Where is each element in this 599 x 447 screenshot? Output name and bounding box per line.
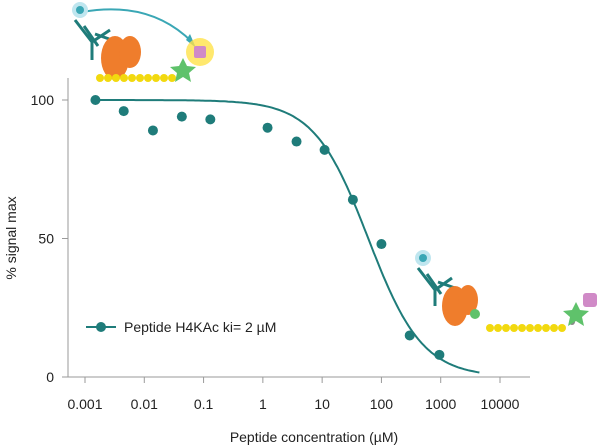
data-point [376,239,387,250]
legend-marker [96,322,106,332]
data-point [347,194,358,205]
points-layer [90,95,445,360]
peptide-icon [470,309,480,319]
legend-label: Peptide H4KAc ki= 2 µM [124,319,276,335]
x-tick-label: 1 [259,396,267,412]
antibody-icon [73,19,113,60]
x-tick-label: 10 [314,396,330,412]
x-ticks: 0.001 0.01 0.1 1 10 100 1000 10000 [67,377,520,412]
data-point [90,95,101,105]
assay-illustration-top [72,2,214,82]
y-tick-label: 0 [46,369,54,385]
data-point [319,144,330,155]
fit-layer [95,99,480,374]
x-tick-label: 1000 [425,396,456,412]
x-tick-label: 100 [370,396,394,412]
x-tick-label: 0.001 [67,396,102,412]
legend: Peptide H4KAc ki= 2 µM [86,319,276,335]
data-point [291,136,302,147]
y-tick-label: 50 [38,231,54,247]
y-ticks: 0 50 100 [31,92,68,385]
x-tick-label: 10000 [481,396,520,412]
data-point [205,114,216,125]
data-point [404,330,415,341]
fit-curve [95,99,480,374]
y-axis-title: % signal max [3,196,19,279]
y-tick-label: 100 [31,92,55,108]
histone-chain-icon-2 [486,319,575,332]
data-point [118,106,129,117]
data-point [434,349,445,360]
star-icon [563,302,589,326]
x-axis-title: Peptide concentration (µM) [230,429,398,445]
data-point [147,125,158,136]
antibody-icon [416,267,456,306]
data-point [176,111,187,122]
acceptor-bead-icon [583,293,597,307]
transfer-arrow [81,8,193,43]
star-icon [170,58,196,82]
assay-illustration-right [415,250,597,332]
x-tick-label: 0.01 [131,396,158,412]
x-tick-label: 0.1 [194,396,214,412]
data-point [262,122,273,133]
axes: 0.001 0.01 0.1 1 10 100 1000 10000 0 50 100 Pepti… [3,78,530,445]
